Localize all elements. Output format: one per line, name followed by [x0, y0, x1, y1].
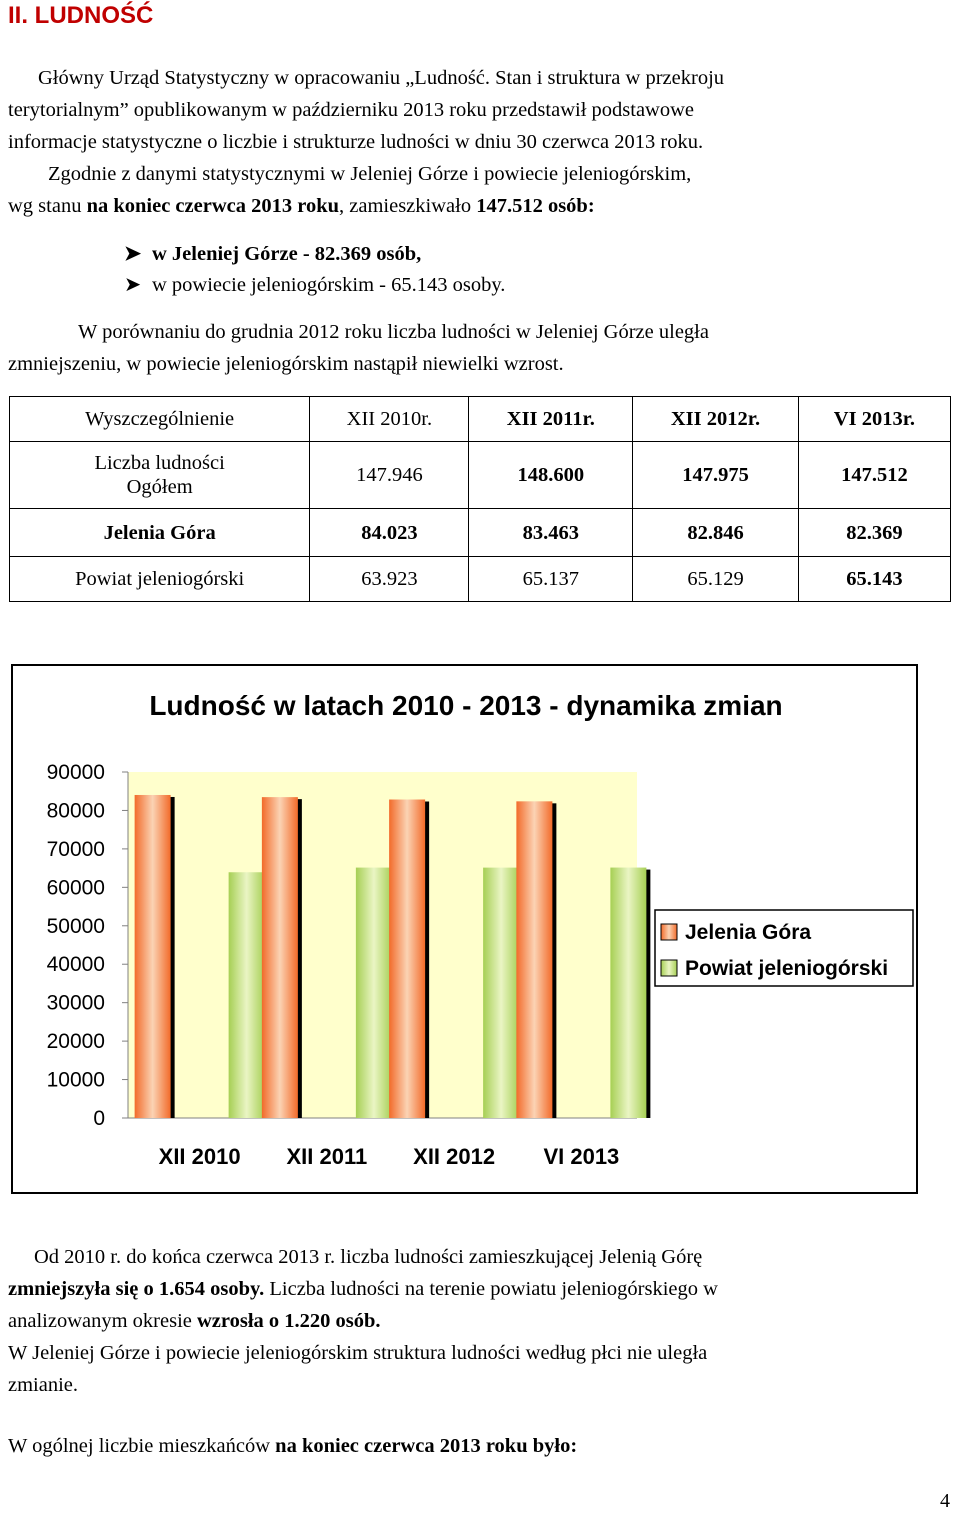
intro-paragraph: Główny Urząd Statystyczny w opracowaniu … — [8, 62, 952, 158]
bullet-item-jelenia-gora: ➤ w Jeleniej Górze - 82.369 osób, — [124, 238, 421, 270]
comparison-line-1: W porównaniu do grudnia 2012 roku liczba… — [78, 321, 709, 343]
table-cell: 63.923 — [309, 556, 470, 602]
y-tick-label: 50000 — [47, 915, 105, 938]
x-tick-label: XII 2010 — [159, 1144, 241, 1169]
x-tick-label: XII 2011 — [287, 1144, 368, 1169]
y-tick-label: 30000 — [47, 992, 105, 1015]
y-tick-label: 60000 — [47, 876, 105, 899]
table-row: Powiat jeleniogórski 63.923 65.137 65.12… — [8, 556, 952, 602]
closing-text: W ogólnej liczbie mieszkańców na koniec … — [8, 1430, 952, 1462]
section-heading: II. LUDNOŚĆ — [8, 2, 154, 29]
table-cell: 65.129 — [632, 556, 799, 602]
text-run: W ogólnej liczbie mieszkańców — [8, 1435, 276, 1457]
summary-line-4: W Jeleniej Górze i powiecie jeleniogórsk… — [8, 1342, 708, 1364]
population-chart: Ludność w latach 2010 - 2013 - dynamika … — [11, 664, 918, 1194]
table-header: VI 2013r. — [797, 396, 952, 442]
table-header: XII 2011r. — [468, 396, 634, 442]
table-cell: 82.369 — [797, 508, 952, 557]
summary-line-2: zmniejszyła się o 1.654 osoby. Liczba lu… — [8, 1273, 952, 1305]
summary-line-5: zmianie. — [8, 1374, 79, 1396]
x-tick-label: XII 2012 — [413, 1144, 495, 1169]
table-cell: 147.975 — [632, 441, 799, 509]
chart-canvas: Ludność w latach 2010 - 2013 - dynamika … — [47, 690, 914, 1169]
table-header: XII 2010r. — [309, 396, 470, 442]
y-tick-label: 10000 — [47, 1069, 105, 1092]
bold-increase: wzrosła o 1.220 osób. — [196, 1310, 381, 1332]
y-tick-label: 0 — [93, 1107, 105, 1130]
summary-paragraph: Od 2010 r. do końca czerwca 2013 r. licz… — [8, 1241, 952, 1401]
intro-line-1: Główny Urząd Statystyczny w opracowaniu … — [38, 67, 725, 89]
row-label-line: Ogółem — [126, 476, 193, 498]
row-label: Jelenia Góra — [8, 508, 311, 557]
table-row: Liczba ludności Ogółem 147.946 148.600 14… — [8, 441, 952, 509]
y-tick-label: 90000 — [47, 761, 105, 784]
population-table: Wyszczególnienie XII 2010r. XII 2011r. X… — [8, 396, 952, 602]
table-cell: 147.512 — [797, 441, 952, 509]
x-tick-label: VI 2013 — [543, 1144, 619, 1169]
bold-decrease: zmniejszyła się o 1.654 osoby. — [8, 1278, 265, 1300]
y-tick-label: 70000 — [47, 838, 105, 861]
bar-jelenia-gora — [134, 794, 171, 1118]
bullet-text: w powiecie jeleniogórskim - 65.143 osoby… — [152, 274, 506, 296]
arrow-bullet-icon: ➤ — [124, 274, 142, 296]
legend-label: Powiat jeleniogórski — [685, 957, 888, 980]
legend-swatch — [660, 959, 678, 977]
table-cell: 65.143 — [797, 556, 952, 602]
closing-line: W ogólnej liczbie mieszkańców na koniec … — [8, 1430, 952, 1462]
y-tick-label: 20000 — [47, 1030, 105, 1053]
table-cell: 83.463 — [468, 508, 634, 557]
bar-jelenia-gora — [261, 797, 298, 1118]
bullet-item-powiat: ➤ w powiecie jeleniogórskim - 65.143 osob… — [124, 269, 505, 301]
intro-line-2: terytorialnym” opublikowanym w październ… — [8, 99, 695, 121]
table-cell: 148.600 — [468, 441, 634, 509]
table-cell: 82.846 — [632, 508, 799, 557]
bullet-text: w Jeleniej Górze - 82.369 osób, — [152, 243, 422, 265]
bold-date: na koniec czerwca 2013 roku — [86, 195, 340, 217]
row-label: Powiat jeleniogórski — [8, 556, 311, 602]
bold-total: 147.512 osób: — [476, 195, 595, 217]
text-run: wg stanu — [8, 195, 87, 217]
bar-jelenia-gora — [389, 799, 426, 1118]
bold-date: na koniec czerwca 2013 roku było: — [275, 1435, 578, 1457]
summary-line-1: Od 2010 r. do końca czerwca 2013 r. licz… — [34, 1246, 703, 1268]
table-header-row: Wyszczególnienie XII 2010r. XII 2011r. X… — [8, 396, 952, 442]
y-tick-label: 80000 — [47, 799, 105, 822]
table-cell: 84.023 — [309, 508, 470, 557]
text-run: analizowanym okresie — [8, 1310, 197, 1332]
row-label: Liczba ludności Ogółem — [8, 441, 311, 509]
bar-powiat — [483, 867, 520, 1118]
comparison-line-2: zmniejszeniu, w powiecie jeleniogórskim … — [8, 353, 564, 375]
page-number: 4 — [940, 1490, 950, 1512]
bar-powiat — [610, 867, 647, 1118]
arrow-bullet-icon: ➤ — [124, 243, 142, 265]
comparison-paragraph: W porównaniu do grudnia 2012 roku liczba… — [8, 316, 952, 380]
data-paragraph: Zgodnie z danymi statystycznymi w Jeleni… — [8, 158, 952, 222]
intro-line-3: informacje statystyczne o liczbie i stru… — [8, 131, 704, 153]
chart-title: Ludność w latach 2010 - 2013 - dynamika … — [149, 690, 782, 721]
table-cell: 147.946 — [309, 441, 470, 509]
table-header: Wyszczególnienie — [8, 396, 311, 442]
row-label-line: Liczba ludności — [94, 452, 225, 474]
text-run: , zamieszkiwało — [339, 195, 477, 217]
data-line-2: wg stanu na koniec czerwca 2013 roku, za… — [8, 190, 952, 222]
legend-swatch — [660, 923, 678, 941]
table-row: Jelenia Góra 84.023 83.463 82.846 82.369 — [8, 508, 952, 557]
summary-line-3: analizowanym okresie wzrosła o 1.220 osó… — [8, 1305, 952, 1337]
text-run: Liczba ludności na terenie powiatu jelen… — [264, 1278, 718, 1300]
legend-box — [654, 909, 914, 987]
bar-powiat — [228, 872, 265, 1118]
table-cell: 65.137 — [468, 556, 634, 602]
bar-jelenia-gora — [516, 801, 553, 1118]
legend-label: Jelenia Góra — [685, 921, 811, 944]
y-tick-label: 40000 — [47, 953, 105, 976]
table-header: XII 2012r. — [632, 396, 799, 442]
data-line-1: Zgodnie z danymi statystycznymi w Jeleni… — [48, 163, 692, 185]
bar-powiat — [355, 867, 392, 1118]
